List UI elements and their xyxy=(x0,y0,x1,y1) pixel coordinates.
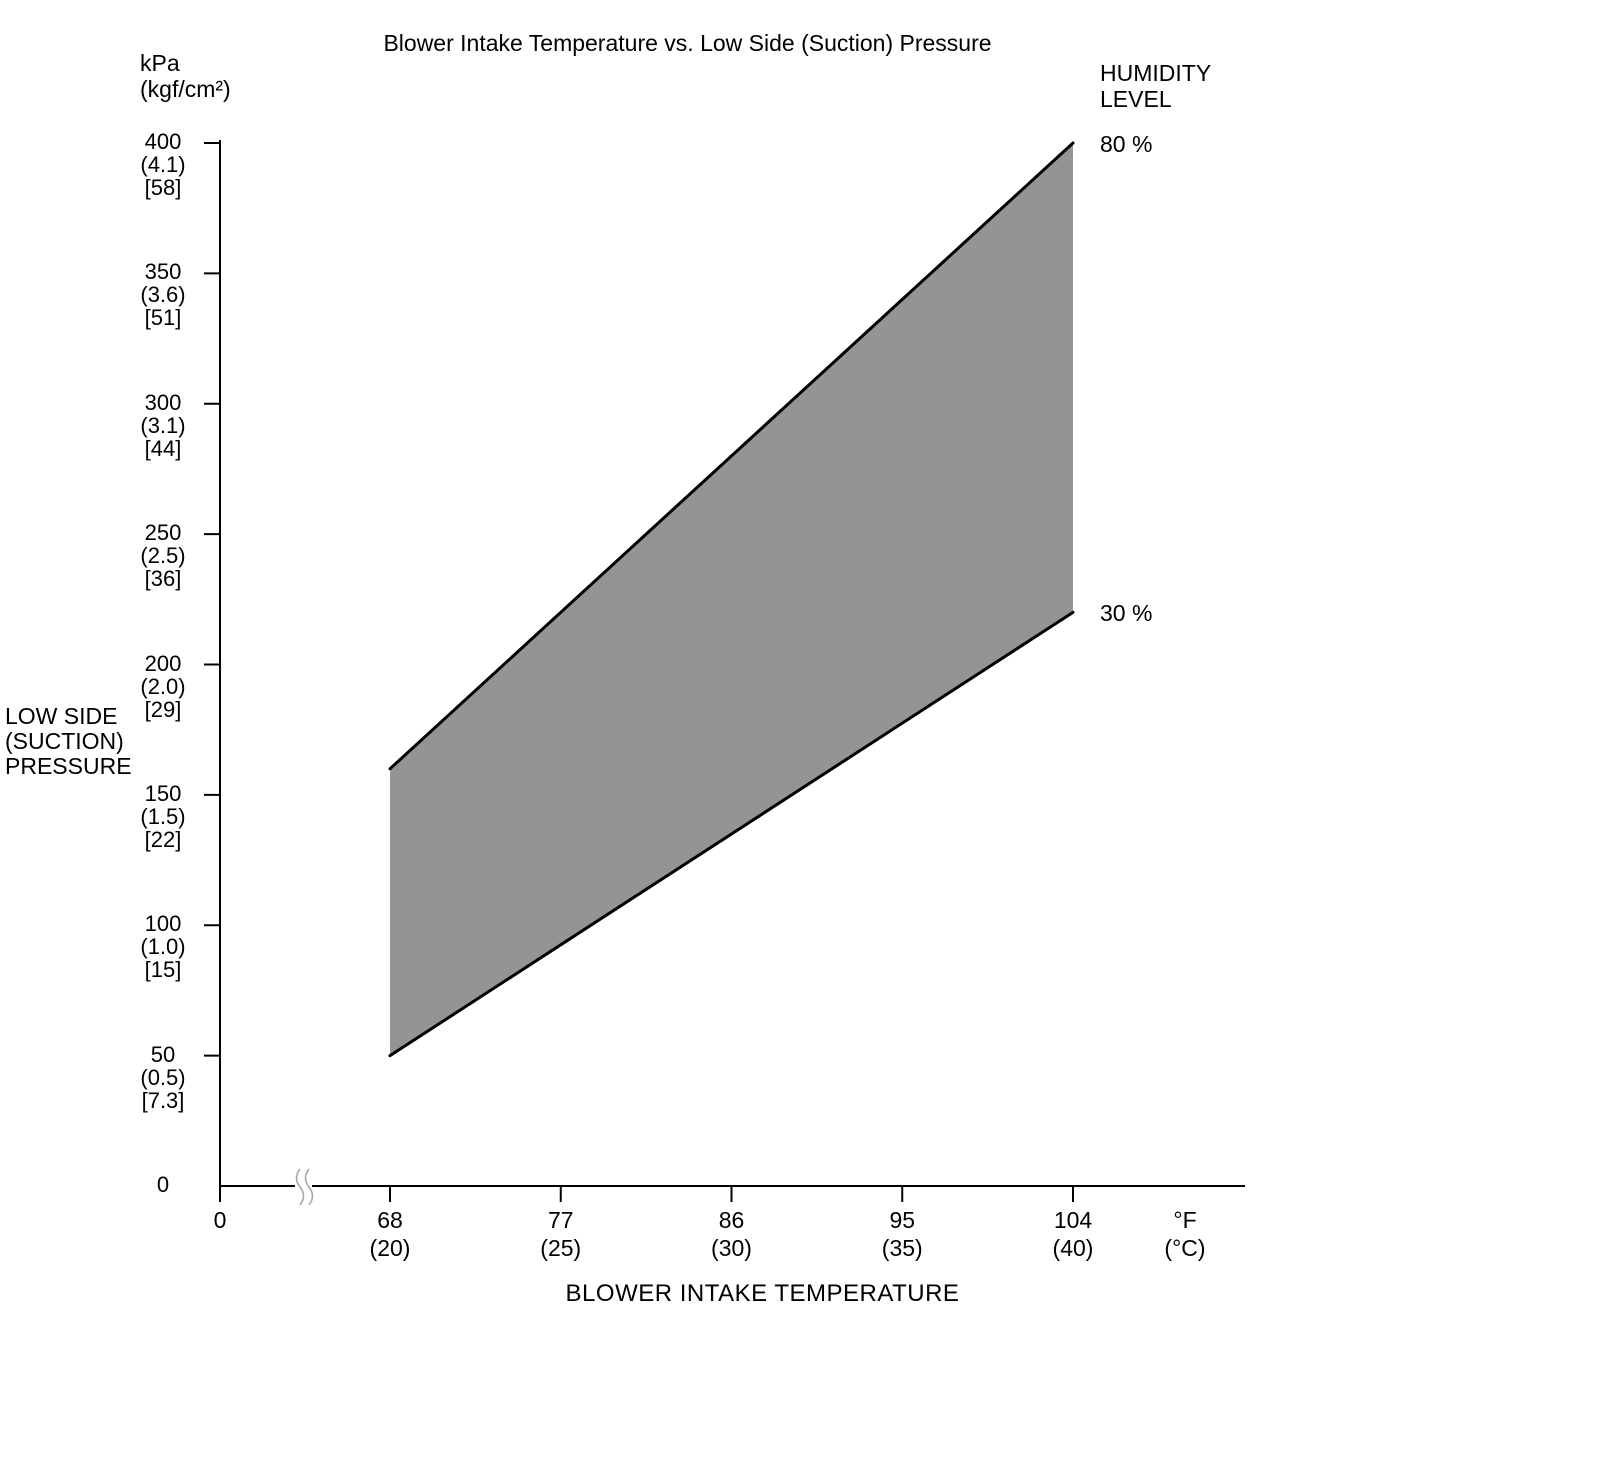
y-tick-label-150: 150 (1.5) [22] xyxy=(140,780,186,852)
y-tick-label-200: 200 (2.0) [29] xyxy=(140,650,186,722)
y-tick-label-100: 100 (1.0) [15] xyxy=(140,911,186,983)
x-tick-label-68: 68 (20) xyxy=(369,1207,411,1261)
humidity-band-area xyxy=(390,143,1073,1056)
x-axis-unit-f: °F xyxy=(1173,1207,1197,1233)
y-axis-title-line2: (SUCTION) xyxy=(5,728,124,754)
chart-title: Blower Intake Temperature vs. Low Side (… xyxy=(383,30,992,56)
y-tick-label-250: 250 (2.5) [36] xyxy=(140,520,186,592)
x-tick-label-104: 104 (40) xyxy=(1052,1207,1094,1261)
humidity-80-line xyxy=(388,141,1075,771)
y-axis-unit-kpa: kPa xyxy=(140,50,180,76)
y-tick-label-300: 300 (3.1) [44] xyxy=(140,389,186,461)
x-tick-label-95: 95 (35) xyxy=(881,1207,923,1261)
x-tick-label-77: 77 (25) xyxy=(540,1207,582,1261)
x-tick-label-86: 86 (30) xyxy=(711,1207,752,1261)
y-tick-label-400: 400 (4.1) [58] xyxy=(140,129,186,200)
legend-30-percent-label: 30 % xyxy=(1100,600,1153,627)
legend-title: HUMIDITY LEVEL xyxy=(1100,60,1211,112)
humidity-30-line xyxy=(388,610,1075,1058)
x-origin-label: 0 xyxy=(213,1207,227,1233)
y-tick-label-350: 350 (3.6) [51] xyxy=(140,259,186,331)
axis-tick-marks xyxy=(204,142,1074,1202)
legend-title-line1: HUMIDITY xyxy=(1100,60,1212,86)
x-axis-title: BLOWER INTAKE TEMPERATURE xyxy=(565,1280,960,1307)
y-axis-title: LOW SIDE (SUCTION) PRESSURE xyxy=(5,704,132,779)
y-axis-title-line1: LOW SIDE xyxy=(5,703,118,729)
axis-break-symbol xyxy=(295,1168,314,1206)
legend-80-percent-label: 80 % xyxy=(1100,131,1153,157)
x-axis-unit-label: °F (°C) xyxy=(1135,1206,1235,1262)
y-tick-label-50: 50 (0.5) [7.3] xyxy=(140,1041,186,1113)
y-axis-unit-kgf: (kgf/cm²) xyxy=(140,76,231,102)
y-axis-unit-label: kPa (kgf/cm²) xyxy=(140,50,231,102)
x-axis-unit-c: (°C) xyxy=(1164,1235,1206,1261)
legend-title-line2: LEVEL xyxy=(1100,86,1172,112)
y-axis-title-line3: PRESSURE xyxy=(5,753,132,779)
y-tick-label-0: 0 xyxy=(156,1172,170,1197)
